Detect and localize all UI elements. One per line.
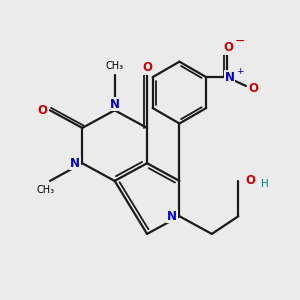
Text: O: O (142, 61, 152, 74)
Text: CH₃: CH₃ (36, 185, 55, 195)
Text: H: H (261, 179, 269, 189)
Text: O: O (245, 174, 255, 188)
Text: O: O (223, 41, 233, 54)
Text: N: N (70, 157, 80, 170)
Text: CH₃: CH₃ (106, 61, 124, 71)
Text: −: − (235, 35, 245, 48)
Text: N: N (110, 98, 120, 111)
Text: O: O (38, 104, 47, 117)
Text: N: N (167, 210, 177, 223)
Text: +: + (236, 67, 244, 76)
Text: O: O (248, 82, 258, 95)
Text: N: N (225, 70, 235, 84)
